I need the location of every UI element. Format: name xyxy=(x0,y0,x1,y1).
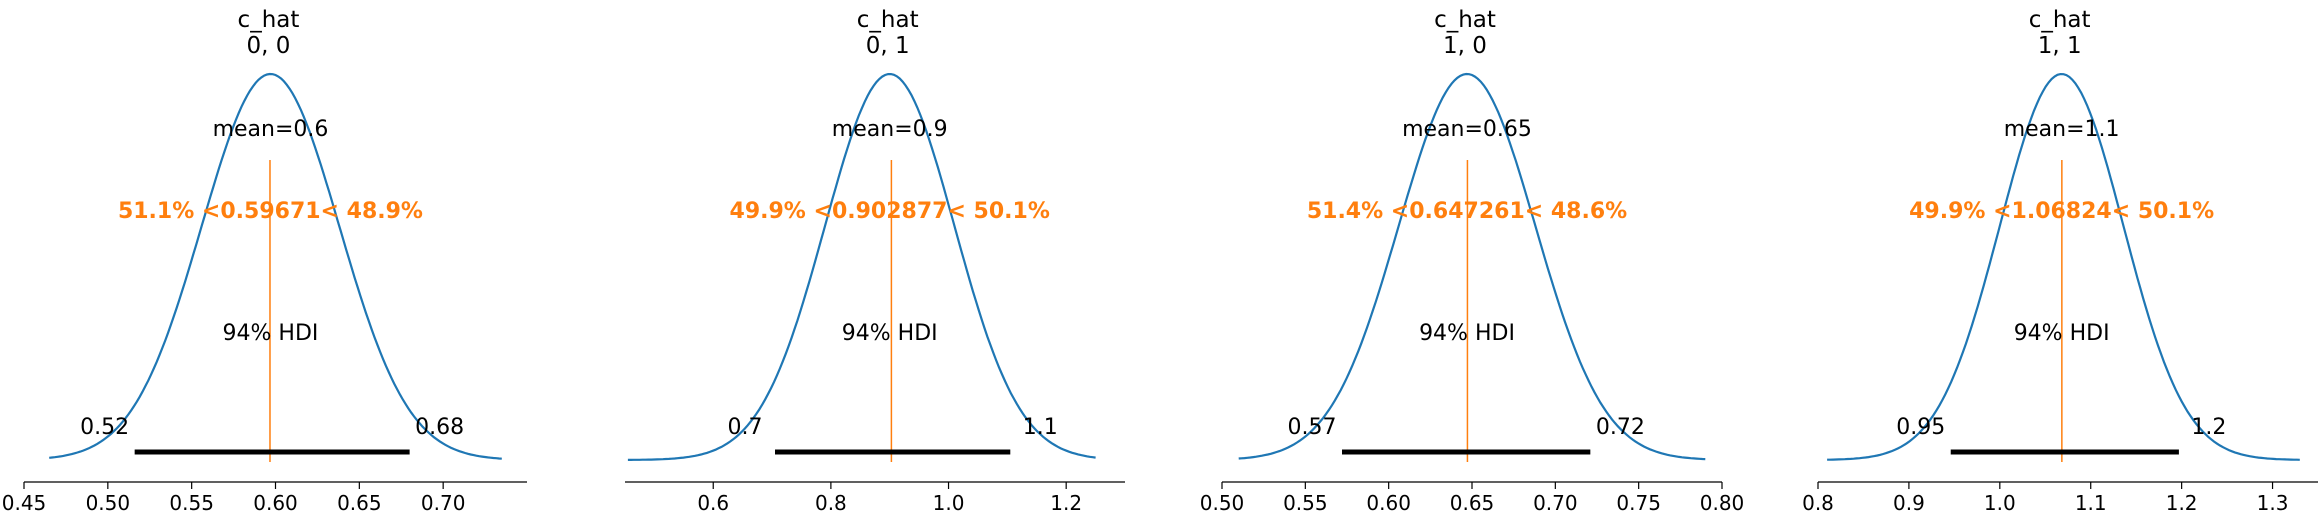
hdi-high-label: 1.1 xyxy=(1023,415,1058,440)
x-tick-label: 1.2 xyxy=(1050,491,1082,515)
hdi-label: 94% HDI xyxy=(2014,321,2110,346)
x-tick-label: 0.8 xyxy=(1802,491,1834,515)
reference-label: 49.9% <1.06824< 50.1% xyxy=(1909,199,2214,224)
x-tick-label: 0.65 xyxy=(1450,491,1495,515)
density-curve xyxy=(1827,72,2300,461)
mean-label: mean=0.6 xyxy=(213,117,329,142)
x-tick-label: 0.8 xyxy=(815,491,847,515)
x-tick-label: 0.55 xyxy=(1283,491,1328,515)
hdi-high-label: 0.68 xyxy=(415,415,464,440)
x-tick-label: 0.50 xyxy=(1200,491,1245,515)
mean-label: mean=1.1 xyxy=(2004,117,2120,142)
x-tick-label: 0.45 xyxy=(2,491,47,515)
x-tick-label: 1.1 xyxy=(2075,491,2107,515)
x-tick-label: 0.70 xyxy=(421,491,466,515)
mean-label: mean=0.9 xyxy=(832,117,948,142)
posterior-panel-1: c_hat 0, 1 0.6 0.8 1.0 1.2 mean=0.9 49.9% <0.90… xyxy=(625,7,1125,515)
x-tick-label: 1.3 xyxy=(2257,491,2289,515)
x-tick-label: 0.60 xyxy=(1366,491,1411,515)
panel-title: c_hat 0, 1 xyxy=(857,7,919,59)
reference-label: 51.4% <0.647261< 48.6% xyxy=(1307,199,1627,224)
x-tick-label: 0.6 xyxy=(697,491,729,515)
x-tick-label: 1.0 xyxy=(933,491,965,515)
x-tick-label: 1.0 xyxy=(1984,491,2016,515)
hdi-label: 94% HDI xyxy=(842,321,938,346)
x-tick-label: 0.55 xyxy=(169,491,214,515)
reference-label: 49.9% <0.902877< 50.1% xyxy=(730,199,1050,224)
density-curve xyxy=(627,73,1096,461)
hdi-high-label: 0.72 xyxy=(1596,415,1645,440)
x-tick-label: 0.50 xyxy=(86,491,131,515)
posterior-panel-2: c_hat 1, 0 0.50 0.55 0.60 0.65 0.70 0.75 0.80 mea… xyxy=(1200,7,1745,515)
panel-title: c_hat 0, 0 xyxy=(238,7,300,59)
x-tick-label: 0.60 xyxy=(253,491,298,515)
reference-label: 51.1% <0.59671< 48.9% xyxy=(118,199,423,224)
x-tick-label: 0.65 xyxy=(337,491,382,515)
hdi-label: 94% HDI xyxy=(1419,321,1515,346)
hdi-low-label: 0.57 xyxy=(1288,415,1337,440)
panel-title: c_hat 1, 0 xyxy=(1434,7,1496,59)
posterior-panel-3: c_hat 1, 1 0.8 0.9 1.0 1.1 1.2 1.3 mean=1.1 49.9%… xyxy=(1802,7,2318,515)
posterior-panel-0: c_hat 0, 0 0.45 0.50 0.55 0.60 0.65 0.70 mean=0.… xyxy=(2,7,527,515)
x-tick-label: 0.80 xyxy=(1700,491,1745,515)
x-tick-label: 1.2 xyxy=(2166,491,2198,515)
hdi-low-label: 0.7 xyxy=(728,415,763,440)
x-tick-label: 0.75 xyxy=(1616,491,1661,515)
x-tick-label: 0.70 xyxy=(1533,491,1578,515)
panel-title: c_hat 1, 1 xyxy=(2029,7,2091,59)
hdi-high-label: 1.2 xyxy=(2191,415,2226,440)
hdi-low-label: 0.52 xyxy=(80,415,129,440)
hdi-label: 94% HDI xyxy=(223,321,319,346)
x-tick-label: 0.9 xyxy=(1893,491,1925,515)
mean-label: mean=0.65 xyxy=(1402,117,1532,142)
density-curve xyxy=(49,72,502,460)
density-curve xyxy=(1238,72,1706,461)
hdi-low-label: 0.95 xyxy=(1896,415,1945,440)
